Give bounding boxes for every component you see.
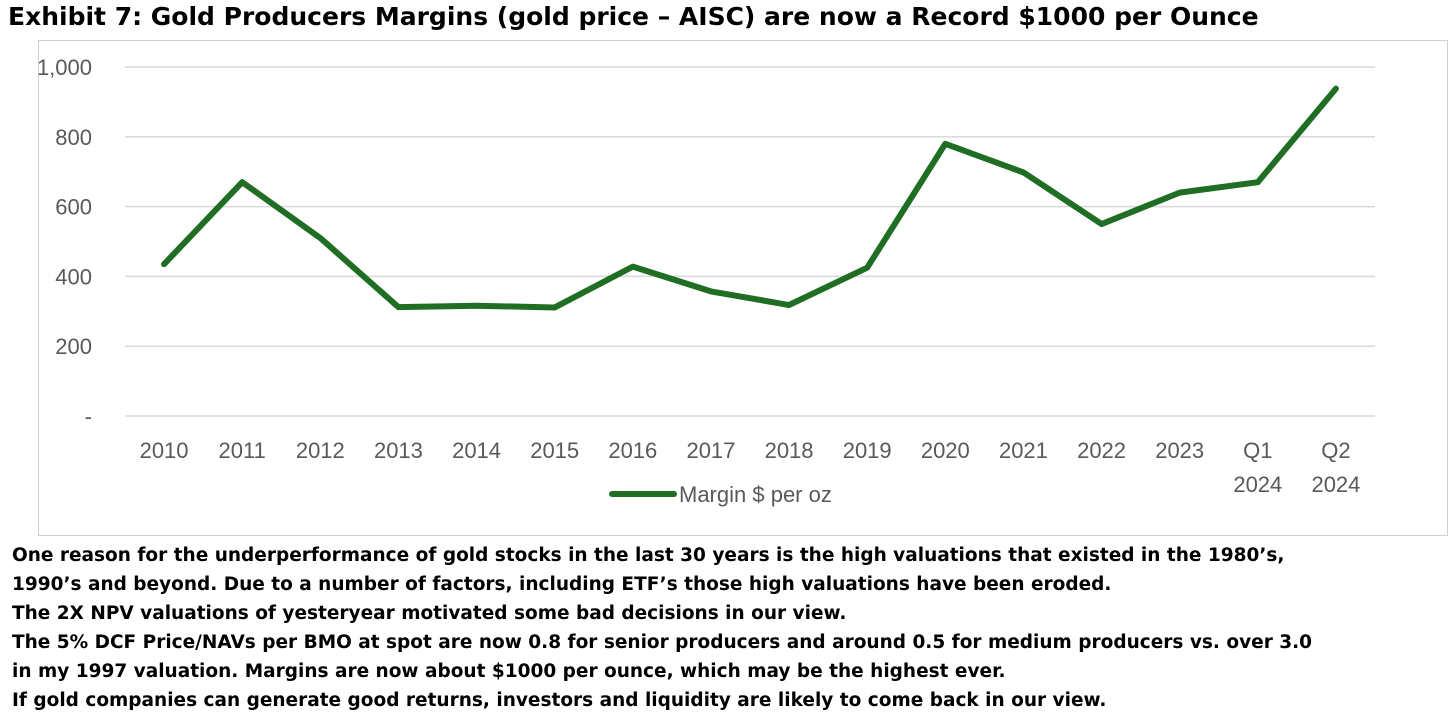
y-tick-label: 800	[55, 125, 92, 150]
data-point	[1177, 190, 1182, 195]
x-tick-label: 2018	[765, 438, 814, 463]
commentary: One reason for the underperformance of g…	[12, 541, 1452, 715]
series-line	[161, 85, 1339, 311]
x-tick-label: 2023	[1155, 438, 1204, 463]
y-tick-label: 1,000	[37, 55, 92, 80]
note-line: If gold companies can generate good retu…	[12, 690, 1107, 711]
data-point	[318, 236, 323, 241]
legend-label: Margin $ per oz	[679, 482, 832, 507]
data-point	[162, 262, 167, 267]
x-tick-label: 2021	[999, 438, 1048, 463]
note-line: in my 1997 valuation. Margins are now ab…	[12, 661, 1006, 682]
data-point	[552, 305, 557, 310]
x-tick-label: 2020	[921, 438, 970, 463]
x-tick-label: 2017	[686, 438, 735, 463]
x-tick-label: 2014	[452, 438, 501, 463]
data-point	[396, 305, 401, 310]
x-tick-label: 2022	[1077, 438, 1126, 463]
x-tick-label: Q1	[1243, 438, 1272, 463]
data-point	[865, 265, 870, 270]
data-point	[1255, 180, 1260, 185]
data-point	[943, 141, 948, 146]
data-point	[630, 264, 635, 269]
note-line: The 2X NPV valuations of yesteryear moti…	[12, 603, 847, 624]
y-tick-label: 400	[55, 264, 92, 289]
x-tick-label: 2016	[608, 438, 657, 463]
x-tick-label: 2019	[843, 438, 892, 463]
note-line: 1990’s and beyond. Due to a number of fa…	[12, 574, 1112, 595]
note-line: The 5% DCF Price/NAVs per BMO at spot ar…	[12, 632, 1313, 653]
x-tick-label: 2010	[140, 438, 189, 463]
data-point	[474, 303, 479, 308]
data-point	[1021, 170, 1026, 175]
data-point	[240, 180, 245, 185]
line-chart: - 200 400 600 800 1,000 2010 2011 2012 2013 2014 20…	[37, 55, 1375, 507]
x-tick-label: Q2	[1321, 438, 1350, 463]
x-tick-label: 2012	[296, 438, 345, 463]
data-point	[1099, 222, 1104, 227]
x-tick-label: 2015	[530, 438, 579, 463]
chart-area	[38, 40, 1448, 536]
x-tick-label: 2024	[1233, 472, 1282, 497]
data-point	[708, 289, 713, 294]
x-tick-label: 2013	[374, 438, 423, 463]
y-tick-label: -	[85, 404, 92, 429]
data-point	[1333, 86, 1338, 91]
x-tick-label: 2024	[1311, 472, 1360, 497]
data-point	[787, 303, 792, 308]
x-tick-label: 2011	[219, 438, 266, 463]
chart-title: Exhibit 7: Gold Producers Margins (gold …	[8, 2, 1259, 31]
note-line: One reason for the underperformance of g…	[12, 545, 1285, 566]
y-tick-label: 600	[55, 195, 92, 220]
y-tick-label: 200	[55, 334, 92, 359]
